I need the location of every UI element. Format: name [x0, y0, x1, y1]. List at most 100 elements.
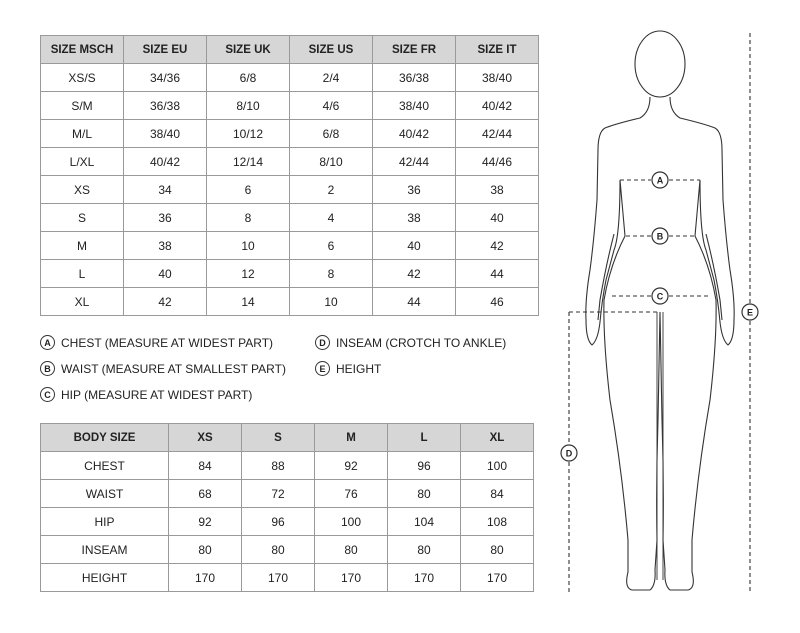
table-cell: 12/14 — [206, 147, 290, 176]
table-cell: M — [40, 231, 124, 260]
table-cell: 42/44 — [455, 119, 539, 148]
table-cell: 108 — [460, 507, 534, 536]
legend-label: HEIGHT — [336, 361, 382, 376]
table-cell: 36/38 — [372, 63, 456, 92]
table-cell: S — [40, 203, 124, 232]
table-row: HIP 92 96 100 104 108 — [40, 507, 534, 536]
table-cell: 170 — [460, 563, 534, 592]
table-row: XL 42 14 10 44 46 — [40, 287, 539, 316]
table-cell: 84 — [460, 479, 534, 508]
column-header: SIZE MSCH — [40, 35, 124, 64]
table-row: L/XL 40/42 12/14 8/10 42/44 44/46 — [40, 147, 539, 176]
table-cell: 44 — [372, 287, 456, 316]
table-cell: 38/40 — [455, 63, 539, 92]
table-row: INSEAM 80 80 80 80 80 — [40, 535, 534, 564]
table-cell: 46 — [455, 287, 539, 316]
table-row: M/L 38/40 10/12 6/8 40/42 42/44 — [40, 119, 539, 148]
marker-c-icon: C — [40, 387, 55, 402]
table-row: L 40 12 8 42 44 — [40, 259, 539, 288]
table-cell: 8 — [206, 203, 290, 232]
table-cell: 80 — [460, 535, 534, 564]
table-cell: 8 — [289, 259, 373, 288]
marker-a-icon: A — [40, 335, 55, 350]
marker-a-label: A — [657, 176, 664, 186]
column-header: SIZE IT — [455, 35, 539, 64]
table-cell: 72 — [241, 479, 315, 508]
legend-item-height: E HEIGHT — [315, 361, 381, 376]
table-cell: 88 — [241, 451, 315, 480]
table-cell: 92 — [168, 507, 242, 536]
marker-b-icon — [651, 227, 669, 245]
table-cell: 40/42 — [372, 119, 456, 148]
marker-d-icon — [560, 444, 578, 462]
marker-c-label: C — [657, 292, 664, 302]
table-cell: 6/8 — [289, 119, 373, 148]
table-cell: 12 — [206, 259, 290, 288]
table-cell: 34/36 — [123, 63, 207, 92]
table-cell: WAIST — [40, 479, 169, 508]
table-cell: 170 — [314, 563, 388, 592]
size-conversion-table: SIZE MSCH SIZE EU SIZE UK SIZE US SIZE F… — [40, 35, 539, 316]
legend-label: INSEAM (CROTCH TO ANKLE) — [336, 335, 507, 350]
column-header: XL — [460, 423, 534, 452]
table-cell: 42 — [123, 287, 207, 316]
table-cell: XS/S — [40, 63, 124, 92]
column-header: L — [387, 423, 461, 452]
table-cell: 96 — [241, 507, 315, 536]
table-cell: 38/40 — [372, 91, 456, 120]
table-cell: 44/46 — [455, 147, 539, 176]
marker-b-icon: B — [40, 361, 55, 376]
table-cell: 170 — [387, 563, 461, 592]
legend-label: HIP (MEASURE AT WIDEST PART) — [61, 387, 253, 402]
marker-b-label: B — [657, 232, 664, 242]
table-cell: 104 — [387, 507, 461, 536]
table-cell: 76 — [314, 479, 388, 508]
table-cell: 40 — [123, 259, 207, 288]
table-cell: S/M — [40, 91, 124, 120]
body-size-table: BODY SIZE XS S M L XL CHEST 84 88 92 96 100 WA… — [40, 423, 534, 592]
column-header: SIZE FR — [372, 35, 456, 64]
table-cell: 10 — [289, 287, 373, 316]
marker-e-icon: E — [315, 361, 330, 376]
table-row: CHEST 84 88 92 96 100 — [40, 451, 534, 480]
table-cell: 38 — [455, 175, 539, 204]
table-row: XS/S 34/36 6/8 2/4 36/38 38/40 — [40, 63, 539, 92]
legend-item-waist: B WAIST (MEASURE AT SMALLEST PART) — [40, 361, 286, 376]
table-cell: INSEAM — [40, 535, 169, 564]
table-header-row: SIZE MSCH SIZE EU SIZE UK SIZE US SIZE F… — [40, 35, 539, 64]
arm-inner-left — [597, 233, 615, 321]
legend-label: WAIST (MEASURE AT SMALLEST PART) — [61, 361, 286, 376]
table-cell: 40/42 — [455, 91, 539, 120]
legend-item-inseam: D INSEAM (CROTCH TO ANKLE) — [315, 335, 506, 350]
column-header: BODY SIZE — [40, 423, 169, 452]
table-cell: HEIGHT — [40, 563, 169, 592]
legend-item-hip: C HIP (MEASURE AT WIDEST PART) — [40, 387, 252, 402]
table-cell: 4 — [289, 203, 373, 232]
table-cell: 8/10 — [289, 147, 373, 176]
table-cell: 40/42 — [123, 147, 207, 176]
table-cell: 40 — [372, 231, 456, 260]
table-row: WAIST 68 72 76 80 84 — [40, 479, 534, 508]
legend-item-chest: A CHEST (MEASURE AT WIDEST PART) — [40, 335, 273, 350]
table-cell: L/XL — [40, 147, 124, 176]
body-outline — [585, 96, 735, 591]
table-cell: 170 — [241, 563, 315, 592]
table-row: S/M 36/38 8/10 4/6 38/40 40/42 — [40, 91, 539, 120]
table-cell: 170 — [168, 563, 242, 592]
table-cell: 100 — [314, 507, 388, 536]
table-row: HEIGHT 170 170 170 170 170 — [40, 563, 534, 592]
arm-inner-right — [705, 233, 723, 321]
marker-e-icon — [741, 303, 759, 321]
legend-label: CHEST (MEASURE AT WIDEST PART) — [61, 335, 274, 350]
marker-a-icon — [651, 171, 669, 189]
table-cell: 6/8 — [206, 63, 290, 92]
table-cell: 36/38 — [123, 91, 207, 120]
table-cell: 6 — [206, 175, 290, 204]
table-cell: 36 — [372, 175, 456, 204]
marker-d-icon: D — [315, 335, 330, 350]
table-header-row: BODY SIZE XS S M L XL — [40, 423, 534, 452]
table-cell: 40 — [455, 203, 539, 232]
marker-d-label: D — [566, 449, 573, 459]
table-cell: 80 — [314, 535, 388, 564]
